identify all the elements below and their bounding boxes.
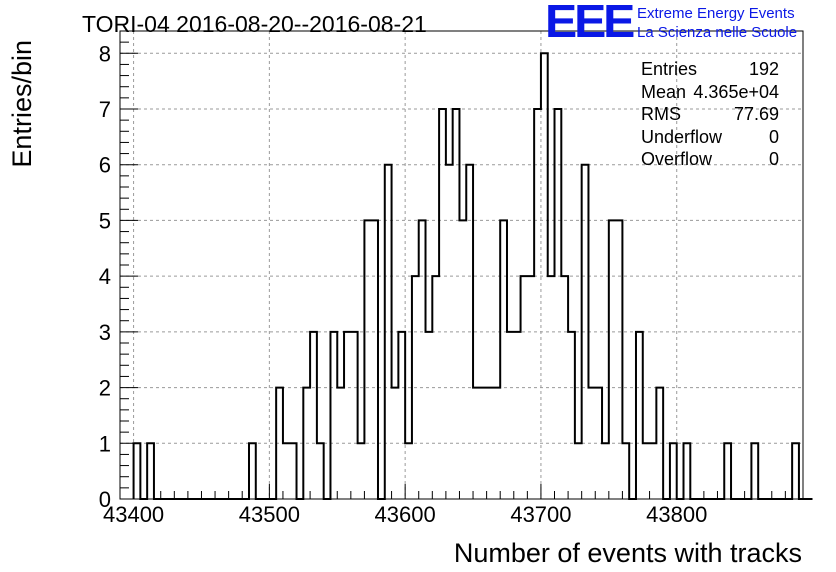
y-tick-label: 7 bbox=[99, 97, 111, 122]
stats-row-mean: Mean 4.365e+04 bbox=[641, 81, 779, 104]
y-tick-label: 4 bbox=[99, 264, 111, 289]
y-axis-label: Entries/bin bbox=[7, 40, 37, 168]
stats-overflow-value: 0 bbox=[768, 149, 779, 169]
x-tick-label: 43700 bbox=[510, 502, 571, 527]
x-tick-label: 43800 bbox=[646, 502, 707, 527]
x-tick-label: 43500 bbox=[239, 502, 300, 527]
eee-logo-text: Extreme Energy Events La Scienza nelle S… bbox=[637, 4, 797, 42]
stats-row-entries: Entries 192 bbox=[641, 58, 779, 81]
eee-logo-mark: EEE bbox=[545, 0, 635, 47]
stats-underflow-label: Underflow bbox=[641, 126, 723, 147]
y-tick-label: 2 bbox=[99, 376, 111, 401]
stats-rms-value: 77.69 bbox=[733, 104, 779, 124]
y-tick-label: 6 bbox=[99, 153, 111, 178]
logo-line-2: La Scienza nelle Scuole bbox=[637, 24, 798, 41]
x-tick-label: 43600 bbox=[375, 502, 436, 527]
stats-box: Entries 192 Mean 4.365e+04 RMS 77.69 Und… bbox=[641, 58, 779, 171]
chart-title: TORI-04 2016-08-20--2016-08-21 bbox=[82, 11, 427, 37]
stats-underflow-value: 0 bbox=[768, 126, 779, 147]
histogram-series bbox=[132, 52, 813, 500]
y-tick-label: 5 bbox=[99, 208, 111, 233]
stats-entries-label: Entries bbox=[641, 59, 698, 79]
stats-mean-value: 4.365e+04 bbox=[693, 81, 779, 102]
y-tick-label: 3 bbox=[99, 320, 111, 345]
stats-row-rms: RMS 77.69 bbox=[641, 103, 779, 126]
stats-rms-label: RMS bbox=[641, 104, 681, 124]
stats-overflow-label: Overflow bbox=[641, 149, 713, 169]
y-tick-label: 8 bbox=[99, 41, 111, 66]
y-tick-label: 1 bbox=[99, 431, 111, 456]
stats-mean-label: Mean bbox=[641, 81, 687, 102]
stats-row-overflow: Overflow 0 bbox=[641, 148, 779, 171]
x-axis-label: Number of events with tracks bbox=[454, 538, 802, 568]
stats-row-underflow: Underflow 0 bbox=[641, 126, 779, 149]
axis-ticks: 43400 43500 43600 43700 43800 0 1 2 3 4 5 6 7 8 bbox=[99, 30, 800, 527]
y-tick-label: 0 bbox=[99, 487, 111, 512]
logo-line-1: Extreme Energy Events bbox=[637, 5, 795, 22]
stats-entries-value: 192 bbox=[748, 59, 779, 79]
x-tick-label: 43400 bbox=[103, 502, 164, 527]
